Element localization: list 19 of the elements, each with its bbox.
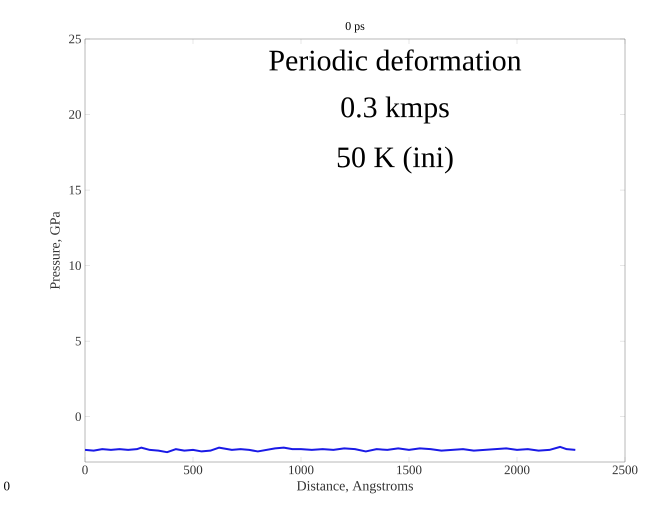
annotation: 0.3 kmps [341, 96, 449, 124]
y-tick-label: 10 [70, 261, 81, 270]
x-tick-label: 2000 [504, 466, 530, 474]
y-tick-label: 25 [69, 34, 81, 44]
y-axis-title: Pressure, GPa [50, 212, 62, 290]
y-tick-label: 5 [76, 336, 81, 346]
annotation: Periodic deformation [269, 49, 522, 71]
x-tick-label: 500 [184, 466, 202, 474]
chart-title: 0 ps [346, 22, 364, 32]
x-tick-label: 1000 [289, 466, 314, 474]
text: 0 [4, 482, 10, 490]
annotation: 50 K (ini) [338, 146, 453, 174]
y-tick-label: 0 [76, 412, 81, 422]
y-tick-label: 20 [69, 110, 81, 119]
x-tick-label: 0 [82, 466, 88, 474]
x-axis-title: Distance, Angstroms [296, 481, 413, 494]
y-tick-label: 15 [70, 186, 81, 194]
x-tick-label: 1500 [397, 466, 422, 474]
x-tick-label: 2500 [612, 466, 638, 474]
